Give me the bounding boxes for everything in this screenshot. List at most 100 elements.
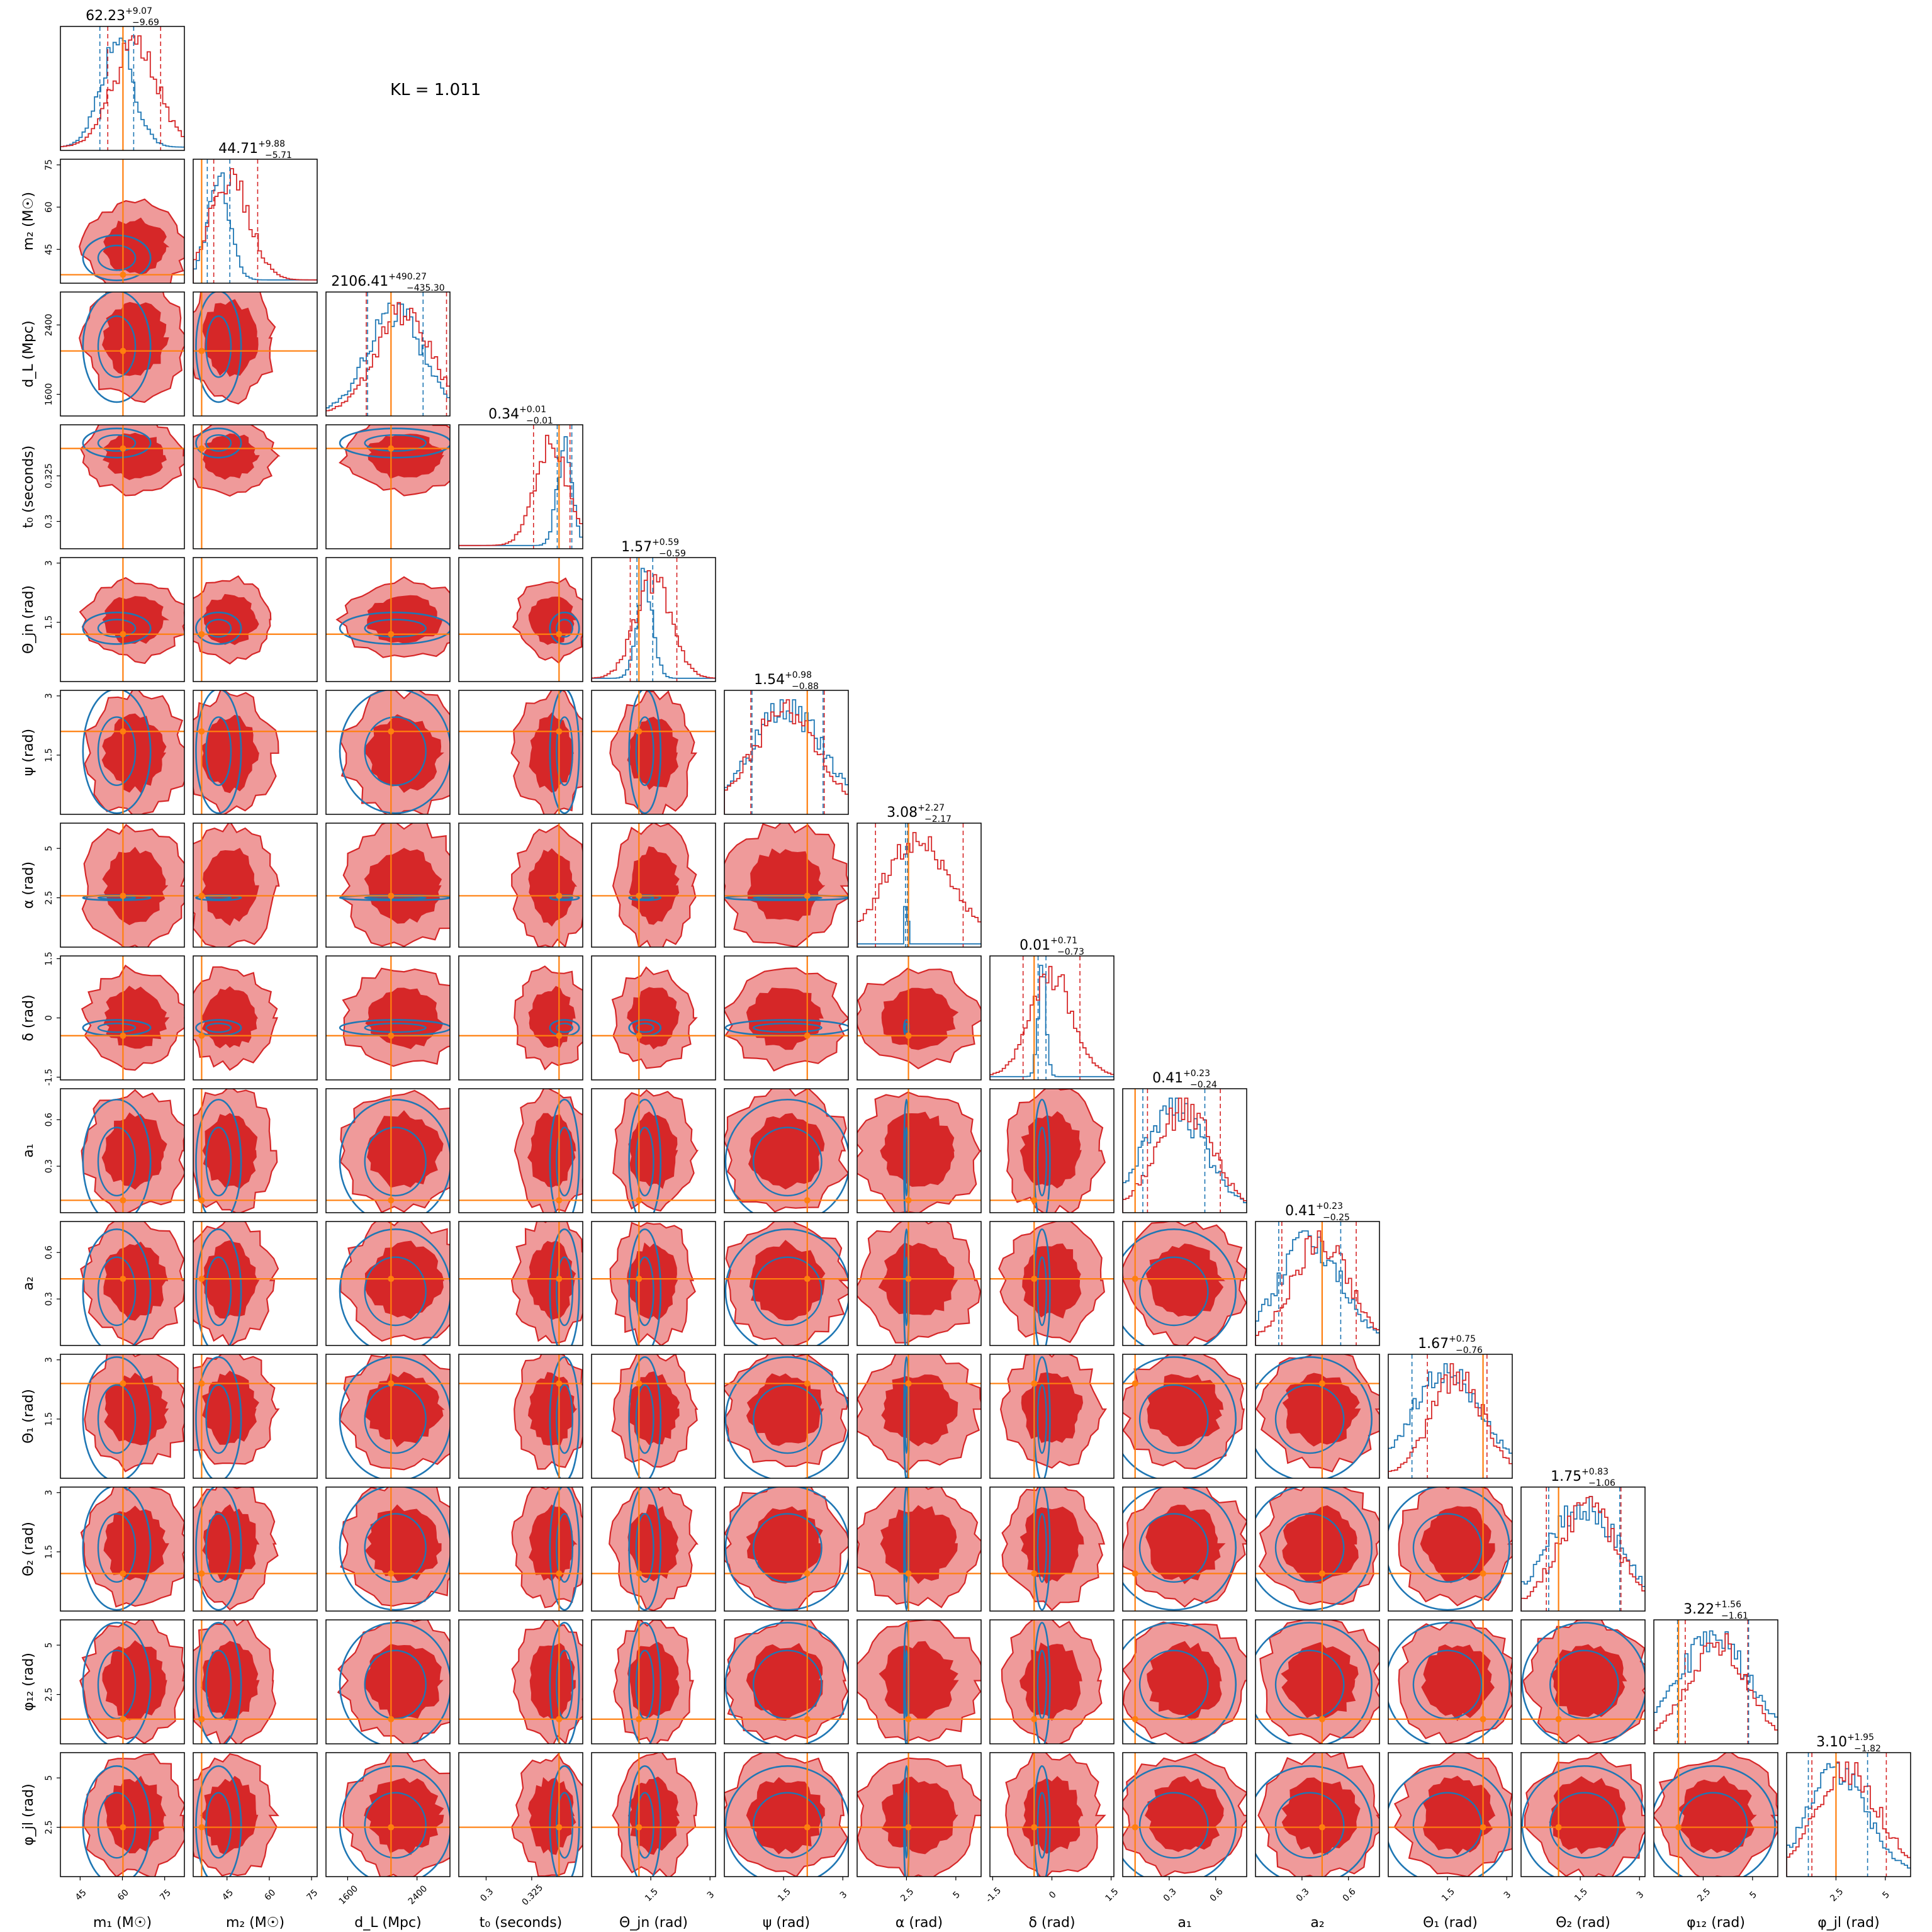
x-axis-label-alpha: α (rad): [896, 1915, 943, 1931]
y-tick-label: 0: [44, 1015, 54, 1021]
histogram-title-a1: 0.41+0.23 −0.24: [1152, 1069, 1217, 1090]
contour-inner: [200, 1641, 260, 1721]
panel-frame: [458, 1221, 583, 1346]
contour-panel-a2-psi: [724, 1222, 848, 1345]
y-axis-label-a2: a₂: [21, 1276, 37, 1290]
contour-reference: [1123, 1228, 1237, 1345]
histogram-title-psi: 1.54+0.98 −0.88: [754, 670, 819, 692]
histogram-title-phi12: 3.22+1.56 −1.61: [1683, 1600, 1748, 1621]
y-tick-label: 5: [44, 1643, 54, 1648]
contour-inner: [1421, 1644, 1495, 1721]
histogram-posterior: [193, 168, 317, 283]
contour-panel-theta2-alpha: [857, 1487, 981, 1611]
contour-panel-phijl-delta: [990, 1753, 1114, 1877]
x-tick-label: 3: [1635, 1890, 1646, 1901]
contour-panel-phijl-theta2: [1521, 1753, 1645, 1877]
panel-frame: [193, 1221, 318, 1346]
truth-point: [556, 1824, 563, 1831]
panel-frame: [60, 690, 185, 815]
contour-inner: [1145, 1776, 1224, 1852]
panel-frame: [325, 1752, 451, 1877]
contour-inner: [749, 1240, 826, 1321]
truth-point: [804, 1716, 811, 1722]
x-tick-label: 2.5: [899, 1887, 916, 1904]
contour-reference-inner: [1549, 1792, 1619, 1859]
truth-point: [388, 1824, 395, 1831]
truth-point: [804, 1380, 811, 1387]
contour-reference-inner: [205, 1513, 232, 1583]
panel-frame: [724, 1486, 849, 1612]
contour-reference-inner: [364, 619, 427, 638]
panel-frame: [724, 1221, 849, 1346]
y-axis-label-theta1: Θ₁ (rad): [21, 1389, 37, 1444]
contour-panel-phi12-a2: [1255, 1620, 1379, 1744]
histogram-posterior: [1787, 1761, 1911, 1877]
contour-panel-phi12-a1: [1123, 1620, 1247, 1744]
contour-reference: [1123, 1622, 1237, 1744]
contour-inner: [1281, 1642, 1359, 1720]
contour-reference: [195, 1622, 242, 1744]
truth-point: [636, 1380, 643, 1387]
histogram-title-theta2: 1.75+0.83 −1.06: [1551, 1467, 1615, 1488]
panel-frame: [458, 1088, 583, 1213]
histogram-title-m2: 44.71+9.88 −5.71: [218, 139, 292, 160]
contour-reference-inner: [1036, 1513, 1047, 1583]
contour-panel-theta1-t0: [459, 1354, 583, 1478]
contour-reference: [628, 1765, 662, 1877]
x-tick-label: 3: [838, 1890, 850, 1901]
y-tick-label: 0.3: [44, 514, 54, 528]
panel-frame: [1255, 1486, 1380, 1612]
contour-reference-inner: [97, 1023, 137, 1033]
contour-reference: [339, 1228, 450, 1345]
x-tick-label: 0: [1047, 1890, 1059, 1901]
panel-frame: [591, 823, 716, 948]
contour-reference: [1123, 1765, 1237, 1877]
truth-point: [1555, 1716, 1562, 1722]
contour-reference: [195, 292, 242, 403]
truth-point: [636, 892, 643, 899]
truth-point: [804, 1824, 811, 1831]
contour-inner: [367, 1110, 444, 1188]
contour-reference: [195, 1228, 242, 1345]
truth-point: [198, 631, 205, 637]
contour-panel-psi-theta_jn: [592, 690, 716, 814]
contour-inner: [529, 1643, 576, 1720]
truth-point: [1555, 1824, 1562, 1831]
histogram-reference: [724, 699, 848, 814]
contour-inner: [201, 848, 259, 926]
truth-point: [198, 1032, 205, 1039]
x-tick-label: 60: [262, 1887, 278, 1902]
contour-inner: [627, 716, 678, 790]
panel-frame: [60, 1221, 185, 1346]
histogram-title-theta_jn: 1.57+0.59 −0.59: [621, 537, 686, 559]
contour-reference-inner: [753, 1023, 823, 1033]
contour-panel-phijl-m2: [193, 1753, 317, 1877]
contour-inner: [881, 987, 959, 1050]
panel-frame: [458, 1354, 583, 1479]
contour-panel-t0-m1: [60, 425, 184, 549]
truth-point: [1132, 1716, 1138, 1722]
contour-inner: [527, 1372, 578, 1446]
contour-reference: [549, 1622, 580, 1744]
histogram-reference: [1521, 1496, 1645, 1611]
histogram-panel-alpha: [857, 823, 981, 947]
contour-panel-dL-m2: [193, 292, 317, 416]
contour-panel-a2-delta: [990, 1222, 1114, 1345]
truth-point: [388, 1032, 395, 1039]
y-tick-label: 0.6: [44, 1113, 54, 1126]
x-tick-label: 5: [1880, 1890, 1892, 1901]
contour-reference-inner: [556, 619, 573, 638]
contour-reference: [339, 1356, 450, 1478]
histogram-title-theta1: 1.67+0.75 −0.76: [1418, 1334, 1483, 1356]
contour-reference: [549, 1487, 580, 1611]
panel-frame: [1122, 1752, 1247, 1877]
contour-reference-inner: [635, 1792, 654, 1859]
panel-frame: [724, 1619, 849, 1744]
contour-reference-inner: [205, 1384, 232, 1454]
contour-reference-inner: [635, 1384, 654, 1454]
histogram-panel-m2: [193, 159, 317, 283]
x-axis-label-dL: d_L (Mpc): [354, 1915, 421, 1931]
truth-point: [198, 1276, 205, 1283]
contour-reference: [549, 1228, 580, 1345]
contour-panel-theta1-psi: [724, 1354, 848, 1478]
